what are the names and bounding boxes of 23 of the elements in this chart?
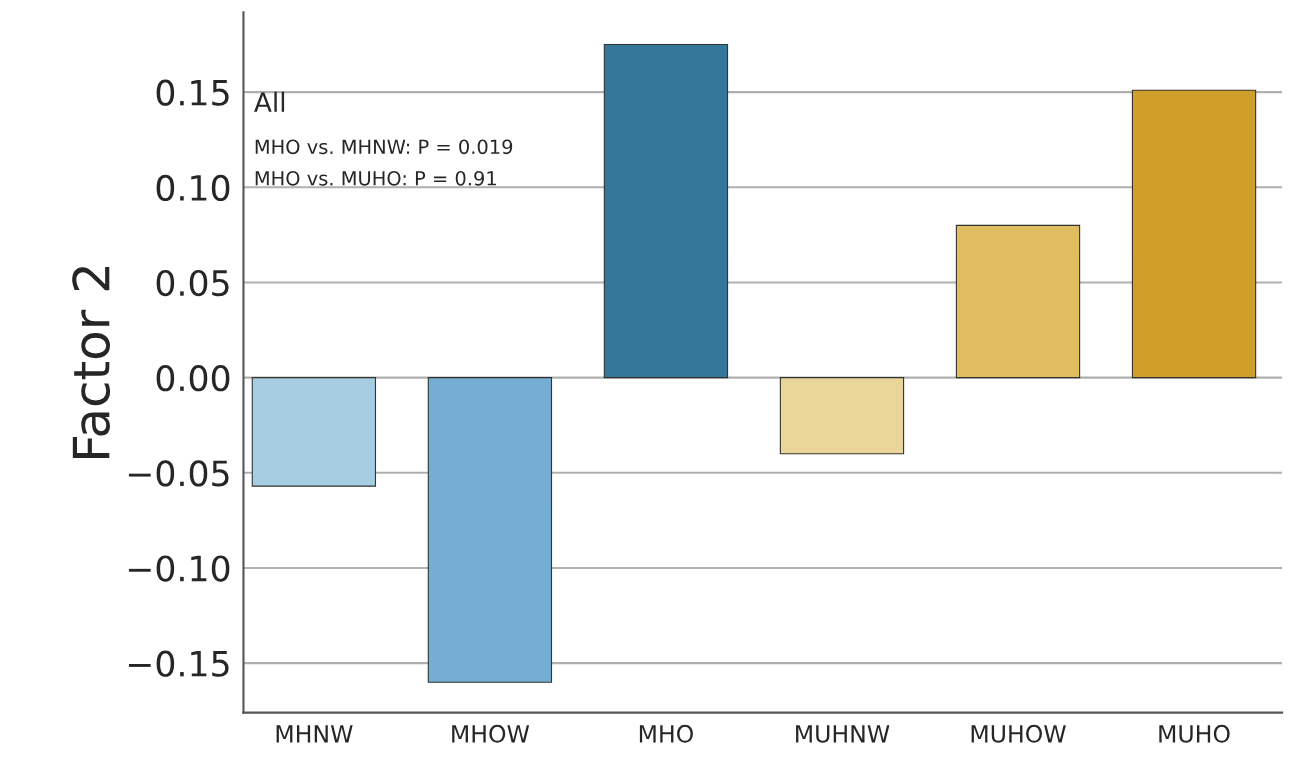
annotation: MHO vs. MHNW: P = 0.019 — [255, 139, 513, 155]
x-tick-label: MUHOW — [971, 724, 1066, 743]
x-tick-label: MHNW — [276, 725, 353, 743]
y-tick-label: −0.10 — [128, 555, 230, 582]
bar — [251, 377, 377, 487]
y-tick-label: 0.10 — [156, 174, 230, 201]
y-tick-label: 0.05 — [156, 269, 229, 297]
bar — [955, 224, 1081, 379]
x-tick-label: MHOW — [452, 724, 530, 743]
bar — [1131, 89, 1257, 379]
x-tick-label: MHO — [639, 724, 693, 743]
annotation: All — [254, 91, 285, 112]
x-tick-label: MUHO — [1159, 724, 1230, 743]
y-tick-label: 0.15 — [156, 79, 229, 106]
bar — [603, 44, 729, 379]
bar — [779, 377, 905, 455]
y-tick-label: 0.00 — [156, 365, 230, 392]
bar — [427, 377, 553, 683]
annotation: MHO vs. MUHO: P = 0.91 — [255, 170, 496, 186]
y-tick-label: −0.15 — [128, 650, 229, 677]
x-tick-label: MUHNW — [796, 725, 890, 743]
y-tick-label: −0.05 — [128, 460, 229, 487]
y-axis-title: Factor 2 — [72, 267, 110, 458]
